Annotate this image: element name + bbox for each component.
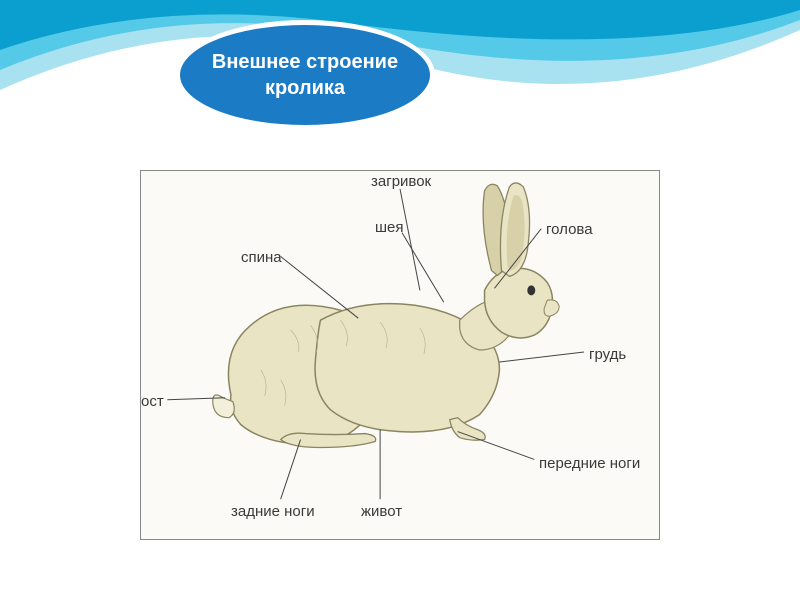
leader-line-grud xyxy=(499,352,584,362)
rabbit-hind-foot xyxy=(281,433,376,447)
leader-line-perednie xyxy=(458,432,535,460)
label-zagrivok: загривок xyxy=(371,173,431,190)
title-text: Внешнее строение кролика xyxy=(180,49,430,101)
label-golova: голова xyxy=(546,221,593,238)
leader-line-zadnie xyxy=(281,440,301,500)
label-zhivot: живот xyxy=(361,503,402,520)
title-badge: Внешнее строение кролика xyxy=(175,20,435,130)
label-zadnie: задние ноги xyxy=(231,503,315,520)
label-ost: ост xyxy=(141,393,164,410)
leader-line-zagrivok xyxy=(400,189,420,290)
rabbit-muzzle xyxy=(544,300,559,316)
label-sheya: шея xyxy=(375,219,404,236)
label-spina: спина xyxy=(241,249,282,266)
diagram-frame: загривок шея голова спина грудь ост передние н… xyxy=(140,170,660,540)
rabbit-eye xyxy=(527,285,535,295)
label-grud: грудь xyxy=(589,346,626,363)
leader-line-sheya xyxy=(402,233,444,303)
label-perednie: передние ноги xyxy=(539,455,640,472)
